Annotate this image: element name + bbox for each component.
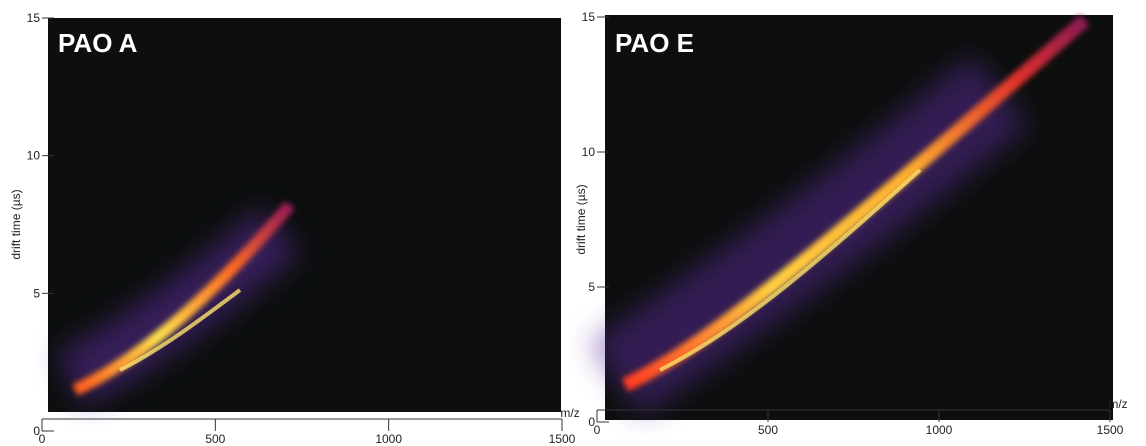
y-tick-label: 10 [27, 149, 41, 163]
y-tick-label: 15 [582, 10, 596, 24]
panel-e [589, 14, 1113, 420]
x-tick-label: 500 [205, 432, 225, 446]
x-tick-label: 0 [594, 423, 601, 437]
panel-title: PAO E [615, 28, 694, 58]
y-axis-label: drift time (µs) [574, 184, 588, 254]
y-tick-label: 0 [588, 415, 595, 429]
band [622, 14, 1090, 392]
band-core [119, 288, 242, 372]
y-tick-label: 5 [33, 286, 40, 300]
y-tick-label: 0 [33, 424, 40, 438]
x-tick-label: 0 [39, 432, 46, 446]
x-tick-label: 1000 [926, 423, 953, 437]
x-axis-label: m/z [1108, 397, 1127, 411]
panel-a [48, 18, 561, 412]
x-axis-label: m/z [560, 406, 579, 420]
x-tick-label: 1500 [1097, 423, 1124, 437]
band-core [659, 168, 922, 372]
y-tick-label: 5 [588, 280, 595, 294]
x-tick-label: 1500 [549, 432, 576, 446]
y-tick-label: 10 [582, 145, 596, 159]
band [72, 201, 295, 396]
x-tick-label: 1000 [375, 432, 402, 446]
y-tick-label: 15 [27, 11, 41, 25]
x-tick-label: 500 [758, 423, 778, 437]
y-axis-label: drift time (µs) [9, 189, 23, 259]
panel-title: PAO A [58, 28, 138, 58]
